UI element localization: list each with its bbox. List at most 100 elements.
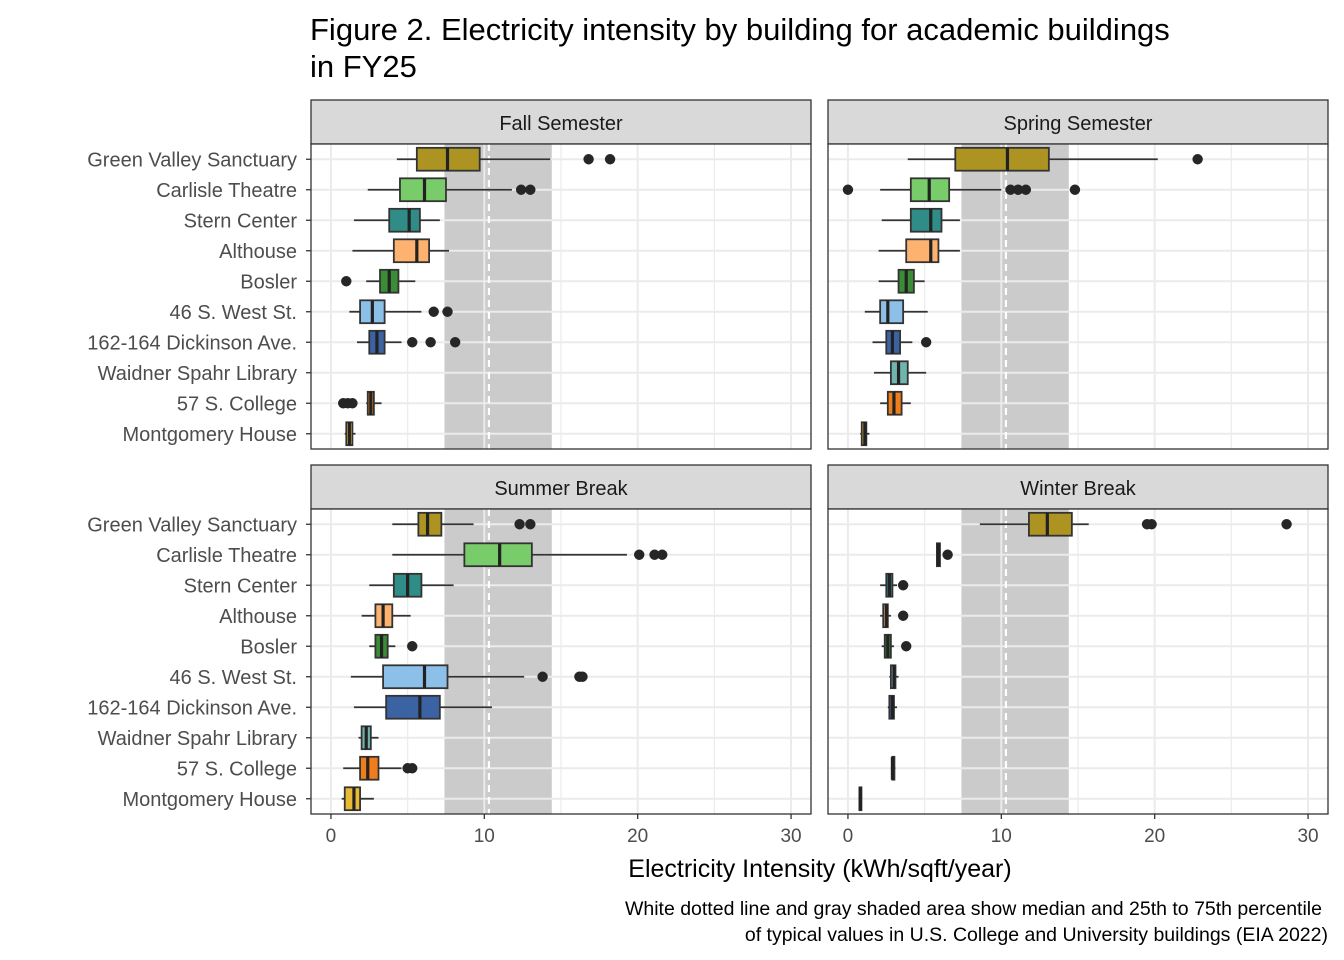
- chart-title-line-2: in FY25: [310, 49, 417, 84]
- box-46-s-west-st: [349, 299, 453, 325]
- box-althouse: [878, 238, 960, 264]
- box-bosler: [369, 633, 418, 659]
- panel-border: [310, 508, 812, 815]
- outlier-point: [514, 519, 525, 530]
- strip-fall-semester: [310, 99, 812, 145]
- box-iqr: [382, 664, 449, 690]
- outlier-point: [525, 184, 536, 195]
- box-carlisle-theatre: [842, 177, 1081, 203]
- panel-border: [310, 143, 812, 450]
- box-stern-center: [880, 572, 909, 598]
- outlier-point: [515, 184, 527, 195]
- box-162-164-dickinson-ave: [887, 694, 898, 720]
- outlier-point: [1192, 154, 1203, 165]
- y-tick-label: Waidner Spahr Library: [98, 728, 297, 750]
- chart-title-line-1: Figure 2. Electricity intensity by build…: [310, 12, 1170, 47]
- outlier-point: [897, 580, 909, 591]
- x-axis-label: Electricity Intensity (kWh/sqft/year): [628, 855, 1011, 883]
- x-tick-label: 30: [780, 826, 801, 847]
- y-tick-label: Bosler: [240, 271, 297, 293]
- strip-label-summer-break: Summer Break: [494, 478, 628, 500]
- x-tick-label: 30: [1297, 826, 1318, 847]
- outlier-point: [1005, 184, 1016, 195]
- box-green-valley-sanctuary: [396, 146, 616, 172]
- y-tick-label: Stern Center: [184, 575, 298, 597]
- box-montgomery-house: [860, 421, 870, 447]
- box-iqr: [954, 146, 1050, 172]
- outlier-point: [1069, 184, 1081, 195]
- box-bosler: [878, 268, 925, 294]
- caption-line-1: White dotted line and gray shaded area s…: [625, 898, 1322, 920]
- strip-label-fall-semester: Fall Semester: [499, 113, 623, 135]
- outlier-point: [407, 763, 418, 774]
- x-tick-label: 0: [326, 826, 337, 847]
- panel-fall-semester: Fall Semester Green Valley Sanctuary Carli…: [87, 99, 812, 450]
- reference-iqr-band: [961, 509, 1069, 814]
- box-stern-center: [369, 572, 454, 598]
- x-tick-label: 10: [474, 826, 495, 847]
- y-tick-label: Montgomery House: [122, 789, 297, 811]
- outlier-point: [842, 184, 854, 195]
- box-57-s-college: [880, 390, 911, 416]
- outlier-point: [901, 641, 912, 652]
- outlier-point: [341, 276, 352, 287]
- outlier-point: [347, 398, 358, 409]
- box-bosler: [881, 633, 912, 659]
- box-162-164-dickinson-ave: [872, 329, 932, 355]
- y-tick-label: 57 S. College: [177, 758, 297, 780]
- box-162-164-dickinson-ave: [357, 329, 461, 355]
- outlier-point: [920, 337, 932, 348]
- outlier-point: [425, 337, 436, 348]
- panel-border: [827, 508, 1329, 815]
- x-tick-label: 0: [843, 826, 854, 847]
- box-iqr: [1028, 511, 1073, 537]
- strip-label-winter-break: Winter Break: [1020, 478, 1137, 500]
- box-46-s-west-st: [889, 664, 899, 690]
- box-carlisle-theatre: [392, 542, 668, 568]
- box-iqr: [909, 207, 943, 233]
- box-iqr: [388, 207, 421, 233]
- box-iqr: [905, 238, 940, 264]
- x-tick-label: 20: [627, 826, 648, 847]
- y-tick-label: Bosler: [240, 636, 297, 658]
- outlier-point: [942, 549, 953, 560]
- box-waidner-spahr-library: [874, 360, 927, 386]
- box-althouse: [361, 603, 411, 629]
- panel-summer-break: Summer Break Green Valley Sanctuary Carlis…: [87, 464, 812, 847]
- box-althouse: [880, 603, 909, 629]
- box-162-164-dickinson-ave: [353, 694, 492, 720]
- y-tick-label: 46 S. West St.: [170, 302, 297, 324]
- box-green-valley-sanctuary: [907, 146, 1203, 172]
- y-tick-label: Green Valley Sanctuary: [87, 149, 297, 171]
- box-iqr: [385, 694, 441, 720]
- box-iqr: [879, 299, 905, 325]
- outlier-point: [1281, 519, 1292, 530]
- box-carlisle-theatre: [935, 542, 953, 568]
- outlier-point: [449, 337, 461, 348]
- outlier-point: [525, 519, 536, 530]
- box-carlisle-theatre: [367, 177, 536, 203]
- y-tick-label: Montgomery House: [122, 424, 297, 446]
- box-46-s-west-st: [350, 664, 588, 690]
- reference-iqr-band: [444, 144, 552, 449]
- x-tick-label: 10: [991, 826, 1012, 847]
- panel-border: [827, 143, 1329, 450]
- y-tick-label: Carlisle Theatre: [156, 545, 297, 567]
- outlier-point: [407, 641, 418, 652]
- panel-winter-break: Winter Break 0 10 20 30: [827, 464, 1329, 847]
- y-tick-label: Waidner Spahr Library: [98, 363, 297, 385]
- outlier-point: [1020, 184, 1032, 195]
- panel-spring-semester: Spring Semester: [827, 99, 1329, 450]
- y-tick-label: 162-164 Dickinson Ave.: [87, 697, 297, 719]
- y-tick-label: 57 S. College: [177, 393, 297, 415]
- box-iqr: [392, 238, 430, 264]
- outlier-point: [537, 671, 548, 682]
- box-waidner-spahr-library: [358, 725, 379, 751]
- reference-iqr-band: [961, 144, 1069, 449]
- y-tick-label: 162-164 Dickinson Ave.: [87, 332, 297, 354]
- outlier-point: [1146, 519, 1157, 530]
- outlier-point: [649, 549, 660, 560]
- outlier-point: [604, 154, 616, 165]
- box-montgomery-house: [858, 786, 863, 812]
